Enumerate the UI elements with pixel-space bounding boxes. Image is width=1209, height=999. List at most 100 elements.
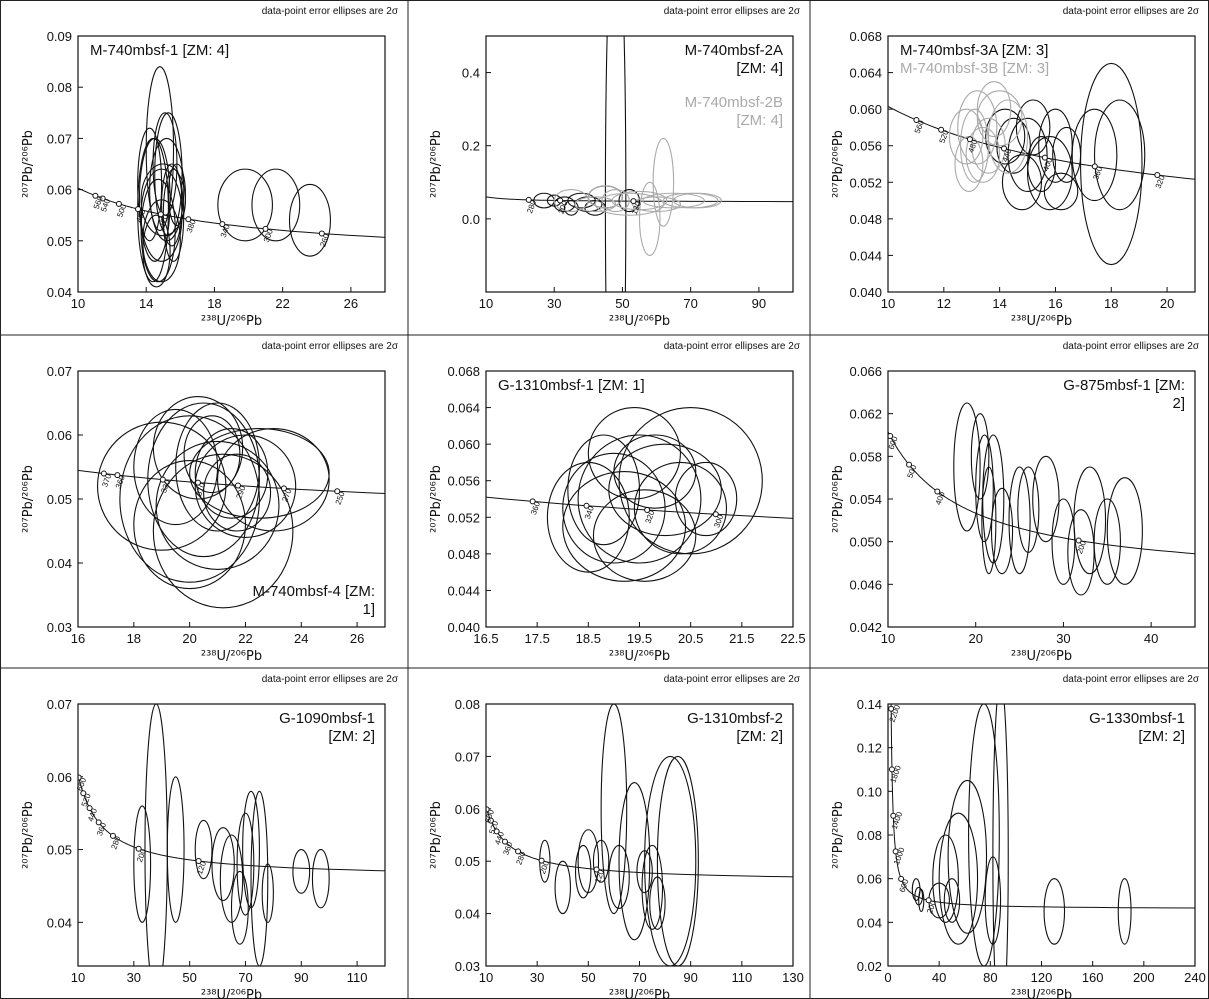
y-tick-label: 0.068 (849, 29, 882, 44)
y-tick-label: 0.07 (455, 749, 480, 764)
error-ellipse (1051, 498, 1076, 585)
error-ellipse (618, 782, 651, 941)
age-label: 300 (262, 227, 275, 243)
error-ellipse (965, 126, 1001, 183)
y-tick-label: 0.064 (849, 66, 882, 81)
age-marker (487, 817, 494, 824)
x-tick-label: 10 (479, 296, 493, 311)
legend: M-740mbsf-2A [ZM: 4] M-740mbsf-2B [ZM: 4] (658, 42, 783, 130)
age-marker (538, 857, 545, 864)
error-ellipse (574, 196, 617, 213)
error-ellipse (562, 452, 666, 564)
x-tick-label: 10 (881, 631, 895, 646)
error-ellipse (574, 844, 592, 899)
y-axis-label: ²⁰⁷Pb/²⁰⁶Pb (831, 130, 846, 198)
error-ellipse (292, 849, 311, 894)
x-tick-label: 120 (1031, 970, 1053, 985)
error-ellipse (133, 408, 219, 526)
panel: data-point error ellipses are 2σ 0 40 80 120… (831, 674, 1206, 999)
error-ellipse (577, 434, 702, 564)
age-marker (525, 196, 532, 203)
error-ellipse (251, 168, 301, 242)
x-tick-label: 110 (731, 970, 752, 985)
legend-entry: G-1310mbsf-1 [ZM: 1] (498, 377, 645, 394)
age-label: 360 (529, 500, 542, 516)
age-marker (195, 858, 202, 865)
y-tick-label: 0.09 (47, 29, 72, 44)
x-tick-label: 22 (275, 296, 289, 311)
x-tick-label: 30 (1056, 631, 1070, 646)
y-tick-label: 0.040 (849, 285, 882, 300)
age-label: 320 (1154, 174, 1167, 190)
error-ellipse (133, 805, 152, 923)
error-ellipse (673, 192, 722, 209)
plot-frame (77, 35, 386, 293)
panel: data-point error ellipses are 2σ 10 30 50 70… (429, 674, 804, 999)
plot-area (78, 396, 385, 609)
error-ellipse (938, 812, 979, 945)
y-tick-label: 0.4 (462, 66, 480, 81)
age-label: 320 (644, 509, 657, 525)
x-tick-label: 50 (581, 970, 595, 985)
age-marker (157, 211, 164, 218)
x-tick-label: 21.5 (729, 631, 754, 646)
age-label: 200 (1075, 539, 1088, 555)
y-tick-label: 0.14 (857, 697, 882, 712)
y-tick-label: 0.06 (47, 183, 72, 198)
age-label: 560 (913, 119, 926, 135)
y-tick-label: 0.04 (857, 915, 882, 930)
x-tick-label: 22 (238, 631, 252, 646)
note: data-point error ellipses are 2σ (664, 6, 801, 17)
x-axis-label: ²³⁸U/²⁰⁶Pb (1011, 649, 1072, 664)
y-tick-label: 0.068 (447, 364, 480, 379)
error-ellipse (968, 704, 1000, 966)
age-marker (280, 485, 287, 492)
y-tick-label: 0.058 (849, 449, 882, 464)
error-ellipse (194, 428, 269, 519)
x-axis-label: ²³⁸U/²⁰⁶Pb (609, 649, 670, 664)
y-axis-label: ²⁰⁷Pb/²⁰⁶Pb (21, 801, 36, 869)
note: data-point error ellipses are 2σ (262, 341, 399, 352)
y-tick-label: 0.04 (47, 285, 72, 300)
age-marker (486, 806, 490, 813)
x-tick-label: 18.5 (576, 631, 601, 646)
age-marker (159, 476, 166, 483)
legend: G-1330mbsf-1 [ZM: 2] (1060, 710, 1185, 746)
error-ellipse (1067, 509, 1095, 596)
x-tick-label: 10 (479, 970, 493, 985)
plot-area (78, 704, 385, 966)
x-tick-label: 14 (992, 296, 1006, 311)
y-tick-label: 0.04 (455, 907, 480, 922)
error-ellipse (1026, 136, 1073, 211)
error-ellipse (1106, 477, 1143, 585)
age-marker (1154, 172, 1161, 179)
y-tick-label: 0.06 (455, 802, 480, 817)
y-tick-label: 0.062 (849, 407, 882, 422)
legend-entry: M-740mbsf-2B [ZM: 4] (684, 94, 783, 129)
age-label: 120 (593, 868, 606, 884)
x-tick-label: 20 (182, 631, 196, 646)
legend: G-1310mbsf-1 [ZM: 1] (498, 377, 645, 395)
y-tick-label: 0.06 (857, 872, 882, 887)
error-ellipse (633, 461, 728, 555)
age-marker (234, 482, 241, 489)
plot-area (486, 704, 793, 966)
y-tick-label: 0.054 (849, 492, 882, 507)
x-tick-label: 40 (932, 970, 946, 985)
y-tick-label: 0.08 (455, 697, 480, 712)
age-marker (501, 838, 508, 845)
error-ellipse (140, 163, 186, 237)
age-marker (1075, 537, 1082, 544)
x-tick-label: 240 (1184, 970, 1206, 985)
legend-entry: G-1090mbsf-1 [ZM: 2] (279, 710, 375, 745)
x-tick-label: 130 (782, 970, 804, 985)
error-ellipse (592, 489, 697, 582)
error-ellipse (674, 461, 738, 537)
x-tick-label: 19.5 (627, 631, 652, 646)
error-ellipse (587, 407, 681, 500)
error-ellipse (644, 755, 697, 966)
age-marker (135, 206, 142, 213)
x-axis-label: ²³⁸U/²⁰⁶Pb (1011, 314, 1072, 329)
